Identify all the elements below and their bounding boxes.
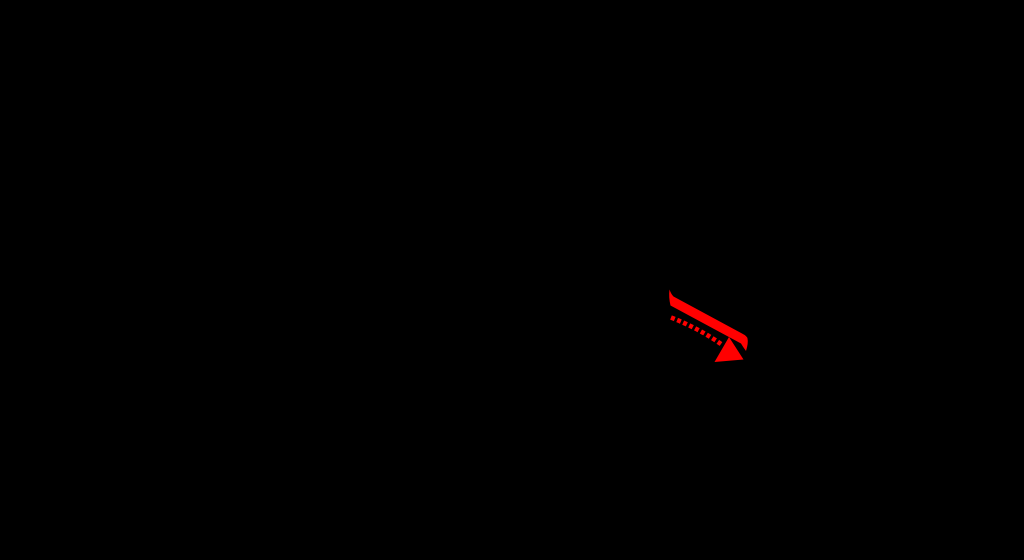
arrow-head	[714, 337, 744, 362]
arrow-solid-stroke	[669, 289, 748, 351]
arrow-dotted-shaft	[670, 315, 723, 346]
